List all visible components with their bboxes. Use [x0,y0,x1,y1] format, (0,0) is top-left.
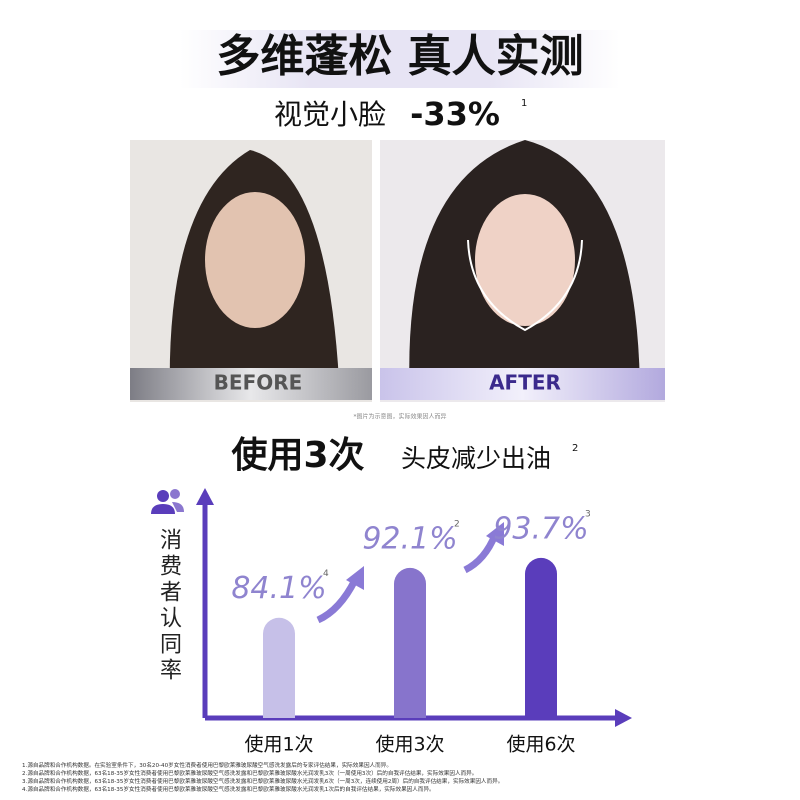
footnote: 3.源自品牌和合作机构数据，63名18-35岁女性消费者使用巴黎欧莱雅玻尿酸空气… [22,779,504,785]
after-label: AFTER [489,371,561,395]
y-axis-label: 消费者认同率 [156,528,181,684]
chart-title-note: 2 [572,443,578,454]
face [205,192,305,328]
claim-note: 1 [521,98,527,109]
trend-arrow [316,578,359,624]
value-note: 4 [323,569,329,579]
x-tick-label: 使用3次 [375,734,444,756]
chart-title: 使用3次 [231,435,364,476]
claim: 视觉小脸 [274,98,386,131]
chart-subtitle: 头皮减少出油 [401,444,551,473]
value-label: 93.7% [493,511,588,546]
trend-arrow [486,522,504,546]
bar [263,617,295,718]
x-arrow [615,709,632,727]
value-label: 84.1% [231,571,326,606]
after-band [380,368,665,400]
face-outline [467,239,583,332]
before-label: BEFORE [214,371,303,395]
user-icon [151,489,184,514]
trend-arrow [346,566,364,590]
disclaimer: *图片为示意图，实际效果因人而异 [353,413,446,421]
value-label: 92.1% [362,521,457,556]
footnote: 1.源自品牌和合作机构数据。在实验室条件下，30名20-40岁女性消费者使用巴黎… [22,763,392,769]
face [475,194,575,326]
footnote: 4.源自品牌和合作机构数据，63名18-35岁女性消费者使用巴黎欧莱雅玻尿酸空气… [22,787,435,793]
footnotes: 1.源自品牌和合作机构数据。在实验室条件下，30名20-40岁女性消费者使用巴黎… [22,762,792,794]
x-tick-label: 使用6次 [506,734,575,756]
title: 多维蓬松 真人实测 [216,31,583,82]
x-tick-label: 使用1次 [244,734,313,756]
y-arrow [196,488,214,505]
value-note: 2 [454,519,460,529]
bar [394,567,426,718]
claim-value: -33% [410,95,500,133]
footnote: 2.源自品牌和合作机构数据，63名18-35岁女性消费者使用巴黎欧莱雅玻尿酸空气… [22,771,478,777]
value-note: 3 [585,509,591,519]
bar [525,557,557,718]
title-band [180,30,620,88]
trend-arrow [463,533,499,574]
before-band [130,368,372,400]
